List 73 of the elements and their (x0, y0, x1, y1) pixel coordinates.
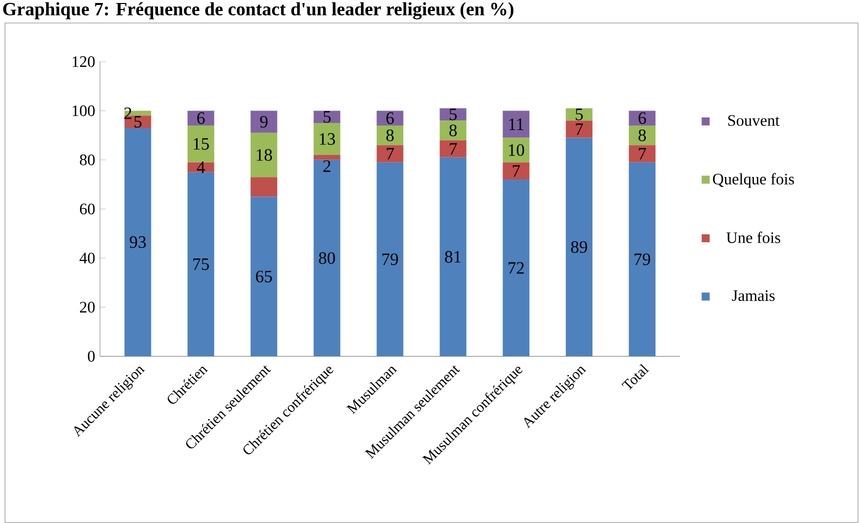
data-label: 6 (386, 112, 394, 124)
bar (440, 108, 466, 121)
bar (440, 140, 466, 158)
bar (124, 128, 152, 356)
bar (376, 126, 404, 146)
bar (188, 126, 214, 162)
data-label: 9 (260, 116, 268, 128)
data-label: 2 (323, 160, 330, 172)
data-label: 7 (512, 165, 520, 177)
y-tick-label: 60 (80, 204, 95, 214)
legend-label: Une fois (726, 232, 780, 244)
bar (250, 110, 278, 133)
legend-label: Quelque fois (712, 173, 794, 188)
bar (502, 138, 530, 162)
data-label: 79 (382, 254, 398, 266)
data-label: 7 (450, 143, 457, 154)
data-label: 5 (324, 111, 331, 123)
bar (566, 138, 592, 356)
y-tick-label: 80 (80, 154, 95, 166)
data-label: 5 (134, 116, 142, 128)
bar (376, 162, 404, 356)
bar (502, 180, 530, 356)
data-label: 75 (193, 258, 209, 270)
bar (314, 110, 340, 124)
bar (250, 177, 278, 197)
bar (502, 162, 530, 180)
bar (628, 162, 656, 356)
bar (502, 110, 530, 138)
data-label: 6 (197, 112, 205, 124)
bar (250, 196, 278, 356)
data-label: 80 (318, 252, 335, 264)
data-label: 7 (576, 124, 583, 135)
bar (376, 145, 404, 162)
data-label: 6 (638, 112, 646, 124)
bar (314, 160, 340, 356)
data-label: 5 (450, 108, 457, 120)
data-label: 8 (638, 129, 646, 142)
bar (376, 110, 404, 126)
data-label: 7 (386, 148, 394, 160)
chart-title: Graphique 7: Fréquence de contact d'un leader religieux (en %) (3, 2, 514, 20)
bar (314, 154, 340, 160)
legend-label: Jamais (732, 290, 775, 301)
data-label: 15 (194, 138, 209, 150)
data-label: 93 (130, 236, 146, 248)
y-tick-label: 120 (72, 56, 95, 68)
data-label: 4 (196, 162, 205, 173)
bar (188, 172, 214, 356)
data-label: 72 (508, 262, 524, 274)
data-label: 10 (508, 144, 524, 156)
y-tick-label: 100 (72, 105, 95, 116)
data-label: 7 (638, 148, 646, 160)
bar (440, 157, 466, 356)
bar (440, 120, 466, 140)
data-label: 5 (576, 108, 583, 120)
data-label: 81 (445, 251, 461, 263)
y-tick-label: 40 (80, 252, 95, 264)
data-label: 13 (320, 133, 335, 145)
y-tick-label: 20 (80, 302, 95, 313)
bar (188, 110, 214, 126)
bar (628, 126, 656, 146)
data-label: 79 (634, 254, 650, 266)
bar (628, 145, 656, 162)
bar (250, 132, 278, 178)
data-label: 8 (386, 129, 394, 142)
y-tick-label: 0 (88, 350, 95, 362)
data-label: 8 (449, 124, 457, 136)
data-label: 11 (509, 118, 524, 130)
bar (314, 123, 340, 155)
data-label: 65 (256, 270, 272, 282)
legend-label: Souvent (728, 115, 780, 126)
bar (566, 120, 592, 138)
data-label: 18 (256, 149, 272, 161)
data-label: 89 (571, 241, 588, 253)
